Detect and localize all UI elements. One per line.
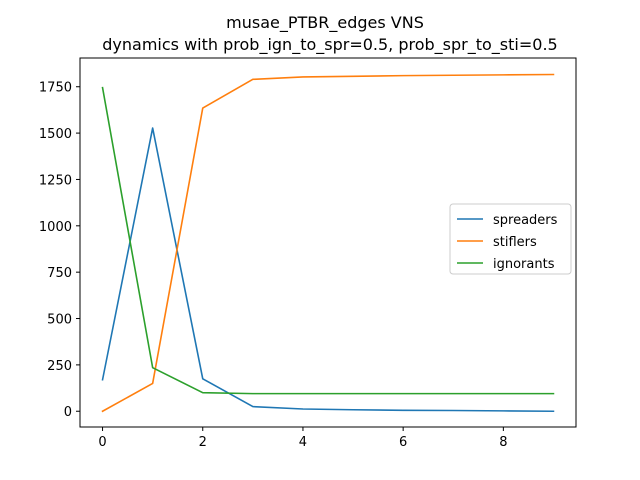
y-tick-label: 500 xyxy=(47,313,72,328)
y-tick-label: 250 xyxy=(47,359,72,374)
legend-label-ignorants: ignorants xyxy=(493,257,555,272)
series-line-spreaders xyxy=(101,127,555,413)
y-tick-label: 1250 xyxy=(39,173,72,188)
y-tick-label: 750 xyxy=(47,266,72,281)
chart-title-line1: musae_PTBR_edges VNS xyxy=(226,13,424,33)
y-tick-label: 1000 xyxy=(39,220,72,235)
legend: spreaders stiflers ignorants xyxy=(449,203,572,275)
x-tick-label: 2 xyxy=(199,435,207,450)
y-axis: 0 250 500 750 1000 1250 1500 1750 xyxy=(39,81,80,420)
chart-title-line2: dynamics with prob_ign_to_spr=0.5, prob_… xyxy=(102,35,557,55)
x-tick-label: 8 xyxy=(499,435,507,450)
legend-label-stiflers: stiflers xyxy=(493,235,537,250)
x-tick-label: 4 xyxy=(299,435,307,450)
x-axis: 0 2 4 6 8 xyxy=(98,427,507,450)
y-tick-label: 0 xyxy=(64,405,72,420)
x-tick-label: 0 xyxy=(98,435,106,450)
y-tick-label: 1500 xyxy=(39,127,72,142)
y-tick-label: 1750 xyxy=(39,81,72,96)
series-line-stiflers xyxy=(101,73,555,413)
legend-box xyxy=(449,203,572,275)
series-lines xyxy=(101,73,555,413)
x-tick-label: 6 xyxy=(399,435,407,450)
plot-frame xyxy=(79,57,577,428)
series-line-ignorants xyxy=(101,86,555,395)
legend-label-spreaders: spreaders xyxy=(493,213,558,228)
